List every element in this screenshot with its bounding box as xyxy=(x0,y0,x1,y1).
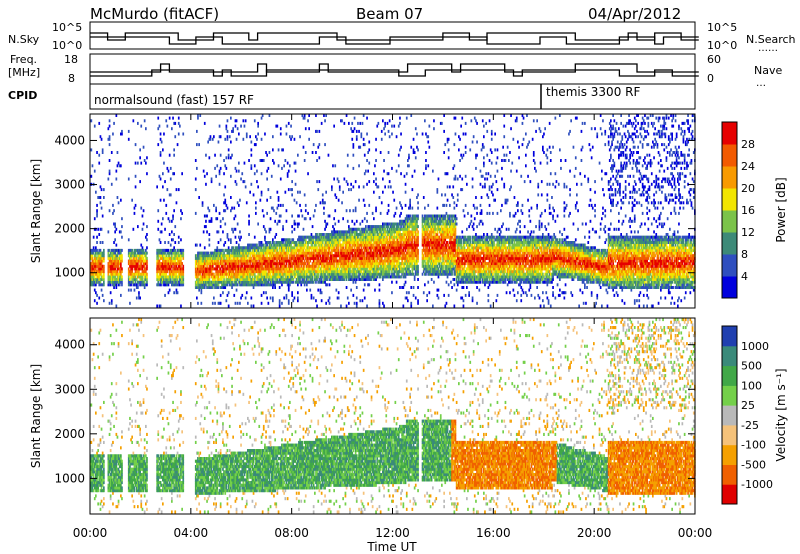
colorbar-segment xyxy=(722,444,737,465)
y-tick-label: 4000 xyxy=(54,133,85,147)
nsky-tick-top: 10^5 xyxy=(52,21,82,34)
colorbar-tick-label: 25 xyxy=(741,399,755,412)
freq-nave-panel xyxy=(89,53,696,85)
colorbar-tick-label: 8 xyxy=(741,248,748,261)
date-label: 04/Apr/2012 xyxy=(588,5,681,23)
x-tick-label: 20:00 xyxy=(577,526,612,540)
nsearch-trace xyxy=(90,32,699,41)
velocity-panel: 1000 2000 3000 4000 Slant Range [km] 1000 500 1… xyxy=(29,317,788,515)
y-tick-label: 1000 xyxy=(54,266,85,280)
colorbar-segment xyxy=(722,464,737,485)
colorbar-label: Velocity [m s⁻¹] xyxy=(774,368,788,461)
nsearch-label: N.Search xyxy=(746,33,796,46)
x-tick-label: 08:00 xyxy=(274,526,309,540)
colorbar-segment xyxy=(722,144,737,167)
nave-trace xyxy=(90,69,699,77)
colorbar-tick-label: 4 xyxy=(741,270,748,283)
colorbar-segment xyxy=(722,166,737,189)
colorbar-segment xyxy=(722,484,737,505)
nsky-label: N.Sky xyxy=(8,33,40,46)
cpid-panel xyxy=(89,83,696,110)
y-axis-label: Slant Range [km] xyxy=(29,159,43,263)
x-tick-label: 12:00 xyxy=(375,526,410,540)
scatter-cells xyxy=(90,114,696,308)
colorbar-tick-label: -100 xyxy=(741,439,766,452)
x-tick-label: 00:00 xyxy=(678,526,713,540)
x-tick-label: 00:00 xyxy=(73,526,108,540)
nave-legend-dots: … xyxy=(756,78,766,89)
colorbar-segment xyxy=(722,232,737,255)
y-tick-label: 2000 xyxy=(54,222,85,236)
cpid-label: CPID xyxy=(8,89,37,102)
nsky-nsearch-panel xyxy=(89,21,696,50)
freq-tick-top: 18 xyxy=(64,53,78,66)
y-tick-label: 2000 xyxy=(54,427,85,441)
colorbar-segment xyxy=(722,276,737,299)
colorbar-tick-label: -25 xyxy=(741,419,759,432)
y-tick-label: 1000 xyxy=(54,471,85,485)
colorbar-tick-label: 24 xyxy=(741,160,755,173)
colorbar-segment xyxy=(722,188,737,211)
colorbar-tick-label: -500 xyxy=(741,458,766,471)
colorbar-segment xyxy=(722,210,737,233)
nave-tick-top: 60 xyxy=(707,53,721,66)
colorbar-tick-label: 1000 xyxy=(741,340,769,353)
nsearch-legend-dots: …… xyxy=(758,43,778,54)
colorbar-segment xyxy=(722,345,737,367)
status-traces xyxy=(90,32,699,77)
nsky-tick-bottom: 10^0 xyxy=(52,39,82,52)
x-tick-label: 16:00 xyxy=(476,526,511,540)
y-tick-label: 3000 xyxy=(54,178,85,192)
colorbar-frame xyxy=(721,121,738,299)
colorbar-tick-label: 16 xyxy=(741,204,755,217)
nsearch-tick-top: 10^5 xyxy=(707,21,737,34)
colorbar-segment xyxy=(722,326,737,347)
scatter-cells xyxy=(90,318,696,514)
plot-title: McMurdo (fitACF) xyxy=(90,5,219,23)
colorbar-segment xyxy=(722,365,737,386)
x-axis-label: Time UT xyxy=(366,540,417,554)
colorbar-tick-label: 100 xyxy=(741,379,762,392)
beam-label: Beam 07 xyxy=(356,5,423,23)
power-panel: 1000 2000 3000 4000 Slant Range [km] 4 8 12 16 20… xyxy=(29,113,788,309)
colorbar-frame xyxy=(721,325,738,505)
cpid-mode-1: normalsound (fast) 157 RF xyxy=(94,93,254,107)
colorbar-segment xyxy=(722,122,737,145)
freq-unit: [MHz] xyxy=(8,66,40,79)
y-axis-label: Slant Range [km] xyxy=(29,364,43,468)
time-axis: 00:00 04:00 08:00 12:00 16:00 20:00 00:00 xyxy=(73,526,713,540)
freq-tick-bottom: 8 xyxy=(68,72,75,85)
colorbar-tick-label: 12 xyxy=(741,226,755,239)
colorbar-tick-label: -1000 xyxy=(741,478,773,491)
nave-label: Nave xyxy=(754,64,782,77)
nave-tick-bottom: 0 xyxy=(707,72,714,85)
colorbar-segment xyxy=(722,385,737,406)
freq-trace xyxy=(90,63,699,73)
colorbar-label: Power [dB] xyxy=(774,177,788,242)
y-tick-label: 4000 xyxy=(54,338,85,352)
colorbar-segment xyxy=(722,424,737,446)
colorbar-tick-label: 20 xyxy=(741,182,755,195)
colorbar-segment xyxy=(722,405,737,426)
freq-label: Freq. xyxy=(10,53,37,66)
cpid-mode-2: themis 3300 RF xyxy=(546,85,640,99)
colorbar-segment xyxy=(722,254,737,277)
colorbar-tick-label: 500 xyxy=(741,360,762,373)
y-tick-label: 3000 xyxy=(54,382,85,396)
nsearch-tick-bottom: 10^0 xyxy=(707,39,737,52)
x-tick-label: 04:00 xyxy=(174,526,209,540)
colorbar-tick-label: 28 xyxy=(741,138,755,151)
